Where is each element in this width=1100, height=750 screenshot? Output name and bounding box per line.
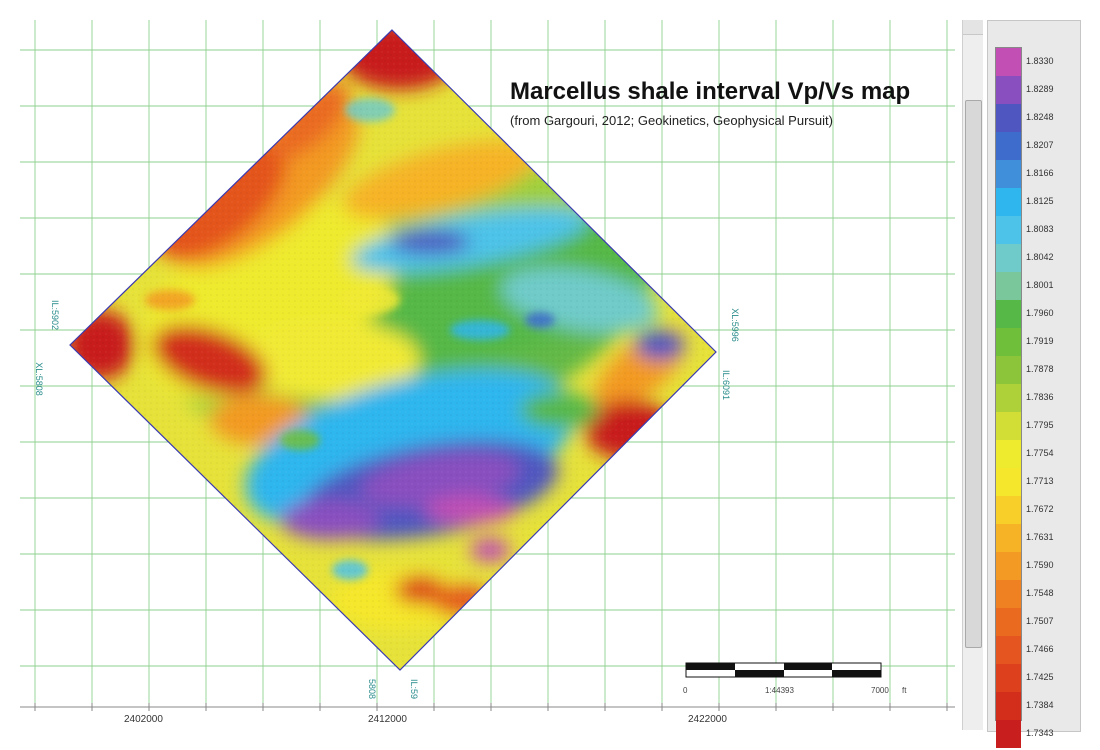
legend-swatch <box>996 272 1021 300</box>
x-axis-tick-label: 2422000 <box>688 714 727 725</box>
scroll-thumb[interactable] <box>965 100 982 648</box>
scale-bar <box>685 662 882 678</box>
legend-swatch <box>996 188 1021 216</box>
legend-swatch <box>996 720 1021 748</box>
legend-value-label: 1.7713 <box>1026 476 1054 486</box>
legend-value-label: 1.8207 <box>1026 140 1054 150</box>
legend-swatch <box>996 76 1021 104</box>
legend-swatch <box>996 580 1021 608</box>
crossline-label-right: XL:5996 <box>729 308 740 342</box>
legend-value-label: 1.7836 <box>1026 392 1054 402</box>
legend-value-label: 1.8248 <box>1026 112 1054 122</box>
legend-value-label: 1.7590 <box>1026 560 1054 570</box>
inline-label-bottom: IL:59 <box>409 678 420 700</box>
legend-value-label: 1.8083 <box>1026 224 1054 234</box>
legend-value-label: 1.7343 <box>1026 728 1054 738</box>
legend-value-label: 1.7631 <box>1026 532 1054 542</box>
legend-swatch <box>996 412 1021 440</box>
legend-value-label: 1.7795 <box>1026 420 1054 430</box>
legend-value-label: 1.8166 <box>1026 168 1054 178</box>
legend-value-label: 1.7507 <box>1026 616 1054 626</box>
x-axis-tick-label: 2412000 <box>368 714 407 725</box>
map-canvas[interactable] <box>0 0 960 750</box>
legend-swatch <box>996 300 1021 328</box>
map-area[interactable]: Marcellus shale interval Vp/Vs map (from… <box>0 0 960 750</box>
legend-swatch <box>996 244 1021 272</box>
legend-value-label: 1.7425 <box>1026 672 1054 682</box>
legend-value-label: 1.7672 <box>1026 504 1054 514</box>
scale-ratio-label: 1:44393 <box>765 686 794 695</box>
legend-swatch <box>996 552 1021 580</box>
inline-label-left: IL:5902 <box>50 299 61 331</box>
legend-swatch <box>996 636 1021 664</box>
legend-value-label: 1.7919 <box>1026 336 1054 346</box>
scale-start-label: 0 <box>683 686 688 695</box>
vertical-scrollbar[interactable] <box>962 20 983 730</box>
legend-value-label: 1.8289 <box>1026 84 1054 94</box>
legend-swatch <box>996 468 1021 496</box>
legend-swatch <box>996 48 1021 76</box>
legend-value-label: 1.7548 <box>1026 588 1054 598</box>
legend-value-label: 1.7754 <box>1026 448 1054 458</box>
inline-label-right: IL:6091 <box>721 369 732 401</box>
crossline-label-left: XL:5808 <box>33 362 44 396</box>
legend-value-label: 1.7466 <box>1026 644 1054 654</box>
legend-value-label: 1.7384 <box>1026 700 1054 710</box>
color-legend: 1.8330 1.8289 1.8248 1.8207 1.8166 1.8125 1.80… <box>987 20 1081 748</box>
legend-swatch <box>996 440 1021 468</box>
legend-swatch <box>996 356 1021 384</box>
legend-swatch <box>996 160 1021 188</box>
legend-color-bar <box>995 47 1022 748</box>
legend-value-label: 1.8001 <box>1026 280 1054 290</box>
scale-end-label: 7000 <box>871 686 889 695</box>
legend-swatch <box>996 692 1021 720</box>
legend-swatch <box>996 664 1021 692</box>
scale-unit-label: ft <box>902 686 907 695</box>
legend-swatch <box>996 496 1021 524</box>
legend-swatch <box>996 608 1021 636</box>
legend-swatch <box>996 104 1021 132</box>
map-subtitle: (from Gargouri, 2012; Geokinetics, Geoph… <box>510 113 833 128</box>
legend-value-label: 1.8125 <box>1026 196 1054 206</box>
legend-swatch <box>996 328 1021 356</box>
legend-swatch <box>996 216 1021 244</box>
legend-value-label: 1.7960 <box>1026 308 1054 318</box>
map-title: Marcellus shale interval Vp/Vs map <box>510 78 911 105</box>
legend-swatch <box>996 132 1021 160</box>
legend-value-label: 1.7878 <box>1026 364 1054 374</box>
scroll-up-button[interactable] <box>963 20 983 35</box>
legend-labels: 1.8330 1.8289 1.8248 1.8207 1.8166 1.8125 1.80… <box>1026 47 1076 747</box>
legend-value-label: 1.8042 <box>1026 252 1054 262</box>
legend-swatch <box>996 524 1021 552</box>
legend-value-label: 1.8330 <box>1026 56 1054 66</box>
x-axis-tick-label: 2402000 <box>124 714 163 725</box>
crossline-label-bottom: 5808 <box>367 678 378 700</box>
legend-swatch <box>996 384 1021 412</box>
